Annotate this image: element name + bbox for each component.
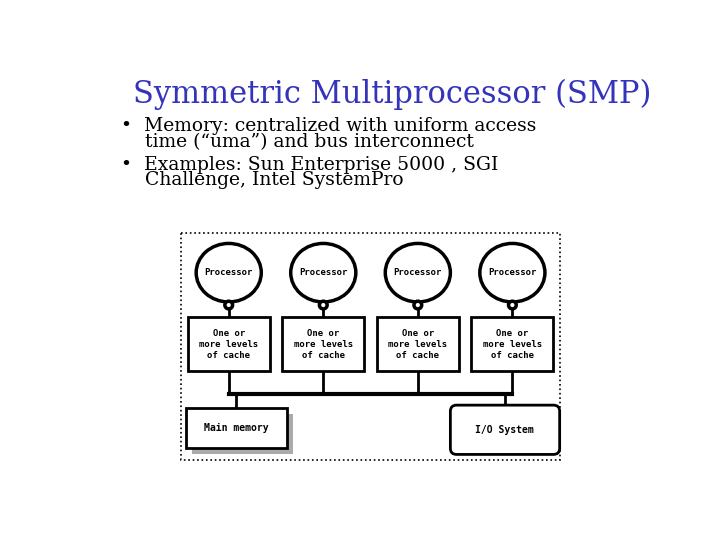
Text: •  Examples: Sun Enterprise 5000 , SGI: • Examples: Sun Enterprise 5000 , SGI [121, 156, 498, 174]
Text: One or
more levels
of cache: One or more levels of cache [388, 329, 447, 360]
Ellipse shape [196, 244, 261, 302]
Ellipse shape [291, 244, 356, 302]
Text: One or
more levels
of cache: One or more levels of cache [483, 329, 542, 360]
Text: I/O System: I/O System [475, 425, 534, 435]
Text: One or
more levels
of cache: One or more levels of cache [294, 329, 353, 360]
Ellipse shape [480, 244, 545, 302]
Ellipse shape [385, 244, 451, 302]
Ellipse shape [225, 301, 233, 309]
Text: One or
more levels
of cache: One or more levels of cache [199, 329, 258, 360]
Bar [181, 233, 559, 460]
Text: Processor: Processor [299, 268, 348, 277]
Text: Processor: Processor [488, 268, 536, 277]
Bar [377, 318, 459, 372]
FancyBboxPatch shape [451, 405, 559, 455]
Ellipse shape [320, 301, 327, 309]
Bar [192, 414, 293, 455]
Ellipse shape [414, 301, 422, 309]
Text: Challenge, Intel SystemPro: Challenge, Intel SystemPro [121, 171, 404, 190]
Text: Processor: Processor [394, 268, 442, 277]
Bar [188, 318, 270, 372]
Bar [472, 318, 554, 372]
Bar [282, 318, 364, 372]
Text: Processor: Processor [204, 268, 253, 277]
Text: time (“uma”) and bus interconnect: time (“uma”) and bus interconnect [121, 133, 474, 151]
Text: Main memory: Main memory [204, 423, 269, 433]
Text: Symmetric Multiprocessor (SMP): Symmetric Multiprocessor (SMP) [132, 78, 651, 110]
Ellipse shape [508, 301, 516, 309]
Bar [186, 408, 287, 448]
Text: •  Memory: centralized with uniform access: • Memory: centralized with uniform acces… [121, 117, 536, 136]
